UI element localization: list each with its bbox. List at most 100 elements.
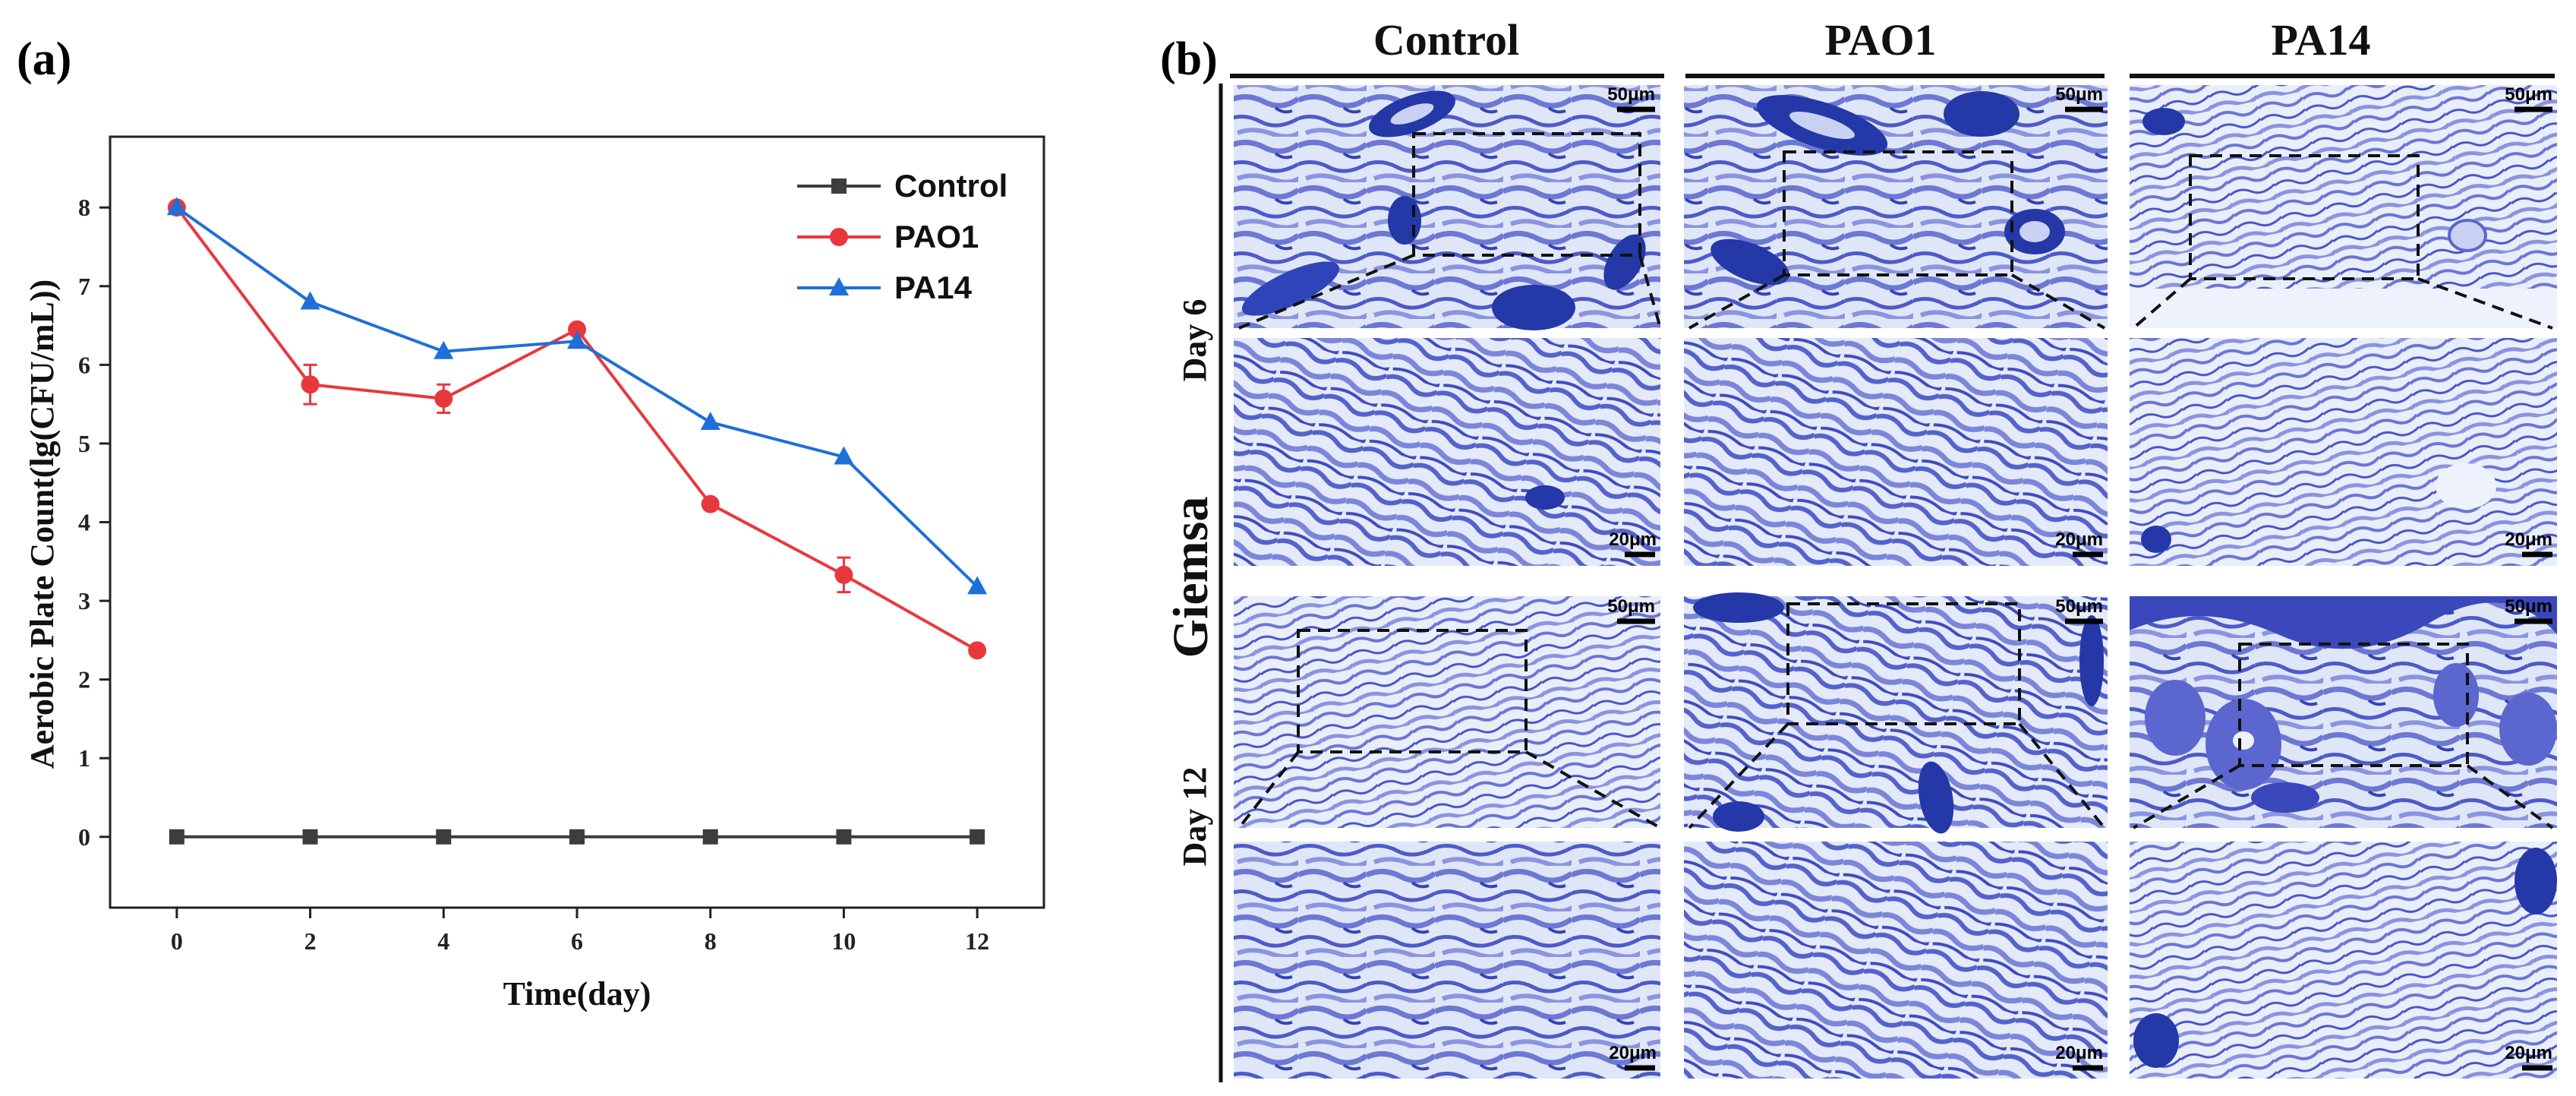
follicle-shape — [2145, 680, 2206, 756]
scale-label: 20μm — [1609, 529, 1657, 550]
follicle-shape — [1693, 592, 1784, 623]
zoom-connector — [2132, 764, 2241, 829]
x-tick-label: 2 — [304, 927, 317, 955]
panel-b-label: (b) — [1160, 33, 1218, 85]
data-point-marker — [434, 389, 453, 408]
zoom-connector — [2011, 273, 2105, 330]
series-control — [169, 829, 985, 845]
overview-image — [1684, 85, 2108, 328]
legend-label: Control — [894, 168, 1007, 204]
column-header-control: Control — [1373, 15, 1519, 65]
overview-image — [1684, 596, 2108, 828]
series-line — [175, 207, 979, 652]
micrograph-day12-pao1: 50μm 20μm — [1684, 592, 2108, 1079]
zoom-region-box — [2238, 643, 2469, 767]
scale-label: 50μm — [2055, 596, 2103, 617]
data-series — [166, 197, 988, 845]
zoom-image — [1234, 842, 1660, 1079]
zoom-image — [2130, 338, 2557, 566]
data-point-marker — [967, 576, 988, 595]
data-point-marker — [834, 446, 854, 465]
x-tick-label: 6 — [571, 927, 583, 955]
column-header-pa14: PA14 — [2271, 15, 2370, 65]
data-point-marker — [569, 829, 585, 845]
data-point-marker — [702, 829, 718, 845]
zoom-connector — [1238, 254, 1414, 330]
follicle-shape — [1918, 761, 1954, 834]
zoom-connector — [1238, 750, 1300, 829]
zoom-region-box — [1783, 150, 2013, 276]
legend-label: PAO1 — [894, 219, 979, 254]
series-pa14 — [166, 197, 988, 595]
y-tick-label: 4 — [78, 509, 90, 536]
follicle-shape — [2142, 108, 2185, 135]
follicle-shape — [1944, 91, 2019, 137]
data-point-marker — [829, 277, 849, 295]
zoom-connector — [1638, 254, 1662, 329]
data-point-marker — [701, 494, 720, 513]
data-point-marker — [434, 340, 454, 359]
stain-label: Giemsa — [1163, 497, 1219, 659]
follicle-shape — [2433, 663, 2479, 727]
zoom-image — [1684, 338, 2108, 566]
scale-label: 50μm — [2055, 84, 2103, 105]
zoom-connector — [1525, 750, 1661, 829]
follicle-shape — [2133, 1013, 2179, 1068]
tissue-gap — [2436, 463, 2496, 509]
legend-entry: PA14 — [797, 270, 973, 305]
data-point-marker — [567, 330, 587, 349]
data-point-marker — [302, 829, 318, 845]
scale-label: 50μm — [2505, 596, 2552, 617]
legend-entry: Control — [797, 168, 1007, 204]
y-tick-label: 8 — [78, 194, 90, 221]
micrograph-panel: Control PAO1 PA14 Day 6 Giemsa Day 12 50… — [1163, 15, 2557, 1082]
follicle-shape — [1711, 238, 1789, 286]
zoom-image — [1684, 842, 2108, 1079]
micrograph-day12-pa14: 50μm 20μm — [2130, 596, 2557, 1079]
x-tick-label: 12 — [965, 927, 989, 955]
scale-label: 20μm — [2505, 1043, 2552, 1063]
follicle-shape — [2141, 526, 2171, 553]
data-point-marker — [968, 641, 987, 660]
data-point-marker — [166, 197, 187, 216]
y-axis-title: Aerobic Plate Count(lg(CFU/mL)) — [24, 280, 61, 769]
follicle-lumen — [1390, 103, 1434, 125]
x-axis-title: Time(day) — [503, 975, 651, 1012]
zoom-region-box — [1786, 602, 2021, 725]
zoom-image — [2130, 842, 2557, 1079]
scale-label: 20μm — [2505, 529, 2552, 550]
legend: Control PAO1 PA14 — [797, 168, 1007, 305]
follicle-shape — [1388, 196, 1421, 245]
data-point-marker — [836, 829, 852, 845]
y-tick-label: 0 — [78, 823, 90, 851]
scale-label: 20μm — [2055, 1043, 2103, 1063]
zoom-connector — [1688, 273, 1785, 330]
data-point-marker — [169, 829, 184, 845]
zoom-connector — [2018, 722, 2106, 829]
x-tick-label: 10 — [831, 927, 856, 955]
follicle-shape — [1603, 234, 1646, 290]
y-tick-label: 3 — [78, 587, 90, 614]
zoom-connector — [1688, 722, 1789, 829]
follicle-shape — [1241, 261, 1340, 316]
micrograph-day6-pao1: 50μm 20μm — [1684, 84, 2108, 566]
x-tick-label: 4 — [437, 927, 449, 955]
scale-label: 50μm — [1607, 84, 1655, 105]
overview-image — [1234, 596, 1660, 828]
series-pao1 — [167, 198, 987, 660]
zoom-connector — [2466, 764, 2554, 829]
scale-label: 20μm — [2055, 529, 2103, 550]
y-tick-label: 5 — [78, 430, 90, 457]
x-tick-label: 0 — [171, 927, 183, 955]
micrograph-day12-control: 50μm 20μm — [1234, 596, 1661, 1079]
follicle-lumen — [2448, 219, 2487, 252]
legend-entry: PAO1 — [797, 219, 979, 254]
follicle-lumen — [2233, 731, 2254, 750]
data-point-marker — [830, 228, 848, 246]
y-tick-label: 2 — [78, 666, 90, 693]
micrograph-day6-control: 50μm 20μm — [1234, 84, 1662, 566]
zoom-region-box — [1412, 132, 1641, 257]
